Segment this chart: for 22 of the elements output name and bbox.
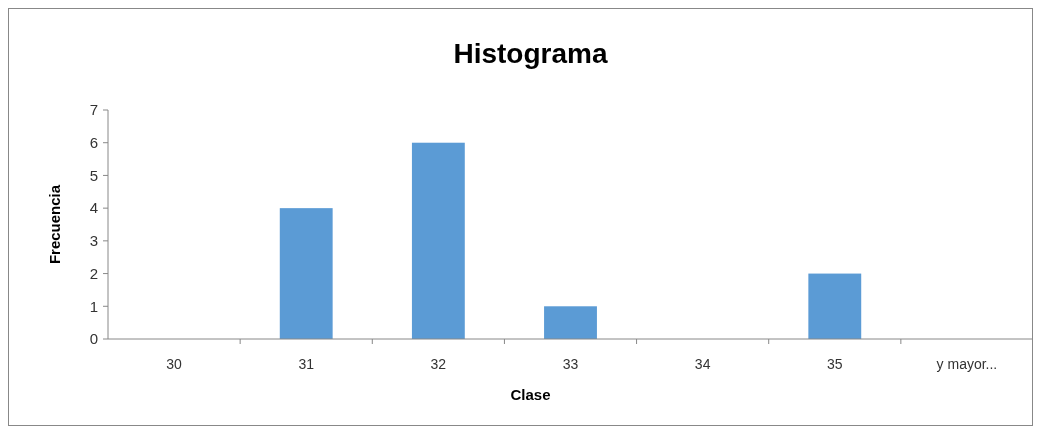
- y-tick-label: 4: [89, 199, 98, 217]
- y-tick-label: 0: [89, 330, 98, 348]
- bar: [544, 306, 597, 339]
- chart-title: Histograma: [453, 38, 608, 69]
- x-tick-label: 34: [694, 356, 711, 372]
- x-tick-label: y mayor...: [936, 356, 998, 372]
- y-tick-label: 3: [89, 232, 98, 250]
- y-tick-label: 1: [89, 297, 98, 315]
- y-tick-label: 2: [89, 264, 98, 282]
- y-tick-label: 7: [89, 101, 98, 119]
- x-tick-label: 32: [430, 356, 447, 372]
- y-tick-label: 6: [89, 133, 98, 151]
- bar: [279, 208, 333, 339]
- bar: [808, 273, 862, 339]
- bar: [411, 142, 465, 339]
- x-tick-label: 30: [166, 356, 183, 372]
- x-axis-title: Clase: [510, 386, 551, 403]
- x-tick-label: 33: [562, 356, 579, 372]
- y-tick-label: 5: [89, 166, 98, 184]
- y-axis-title: Frecuencia: [46, 184, 63, 265]
- x-tick-label: 35: [827, 356, 843, 372]
- x-tick-label: 31: [298, 356, 315, 372]
